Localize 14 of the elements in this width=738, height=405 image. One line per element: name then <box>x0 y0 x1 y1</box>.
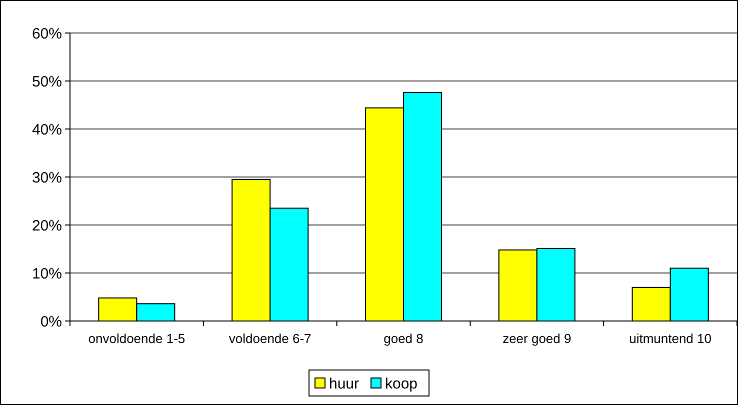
y-tick-label: 50% <box>32 73 62 90</box>
y-tick-label: 10% <box>32 265 62 282</box>
x-tick-label: goed 8 <box>384 331 424 346</box>
y-tick-label: 60% <box>32 25 62 42</box>
x-tick-label: zeer goed 9 <box>502 331 572 346</box>
y-tick-label: 0% <box>40 313 62 330</box>
y-tick-label: 20% <box>32 217 62 234</box>
y-tick-label: 30% <box>32 169 62 186</box>
x-tick-label: uitmuntend 10 <box>629 331 712 346</box>
legend-label: huur <box>329 375 360 392</box>
legend-label: koop <box>385 375 418 392</box>
x-tick-label: onvoldoende 1-5 <box>88 331 186 346</box>
y-tick-label: 40% <box>32 121 62 138</box>
x-tick-label: voldoende 6-7 <box>228 331 312 346</box>
